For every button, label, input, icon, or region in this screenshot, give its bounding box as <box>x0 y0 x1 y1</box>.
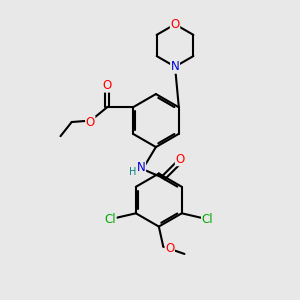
Text: O: O <box>85 116 95 129</box>
Text: Cl: Cl <box>202 213 213 226</box>
Text: O: O <box>176 153 185 166</box>
Text: N: N <box>171 60 179 73</box>
Text: Cl: Cl <box>104 213 116 226</box>
Text: H: H <box>129 167 136 177</box>
Text: N: N <box>137 161 146 174</box>
Text: O: O <box>102 79 112 92</box>
Text: O: O <box>170 18 180 31</box>
Text: O: O <box>165 242 174 254</box>
